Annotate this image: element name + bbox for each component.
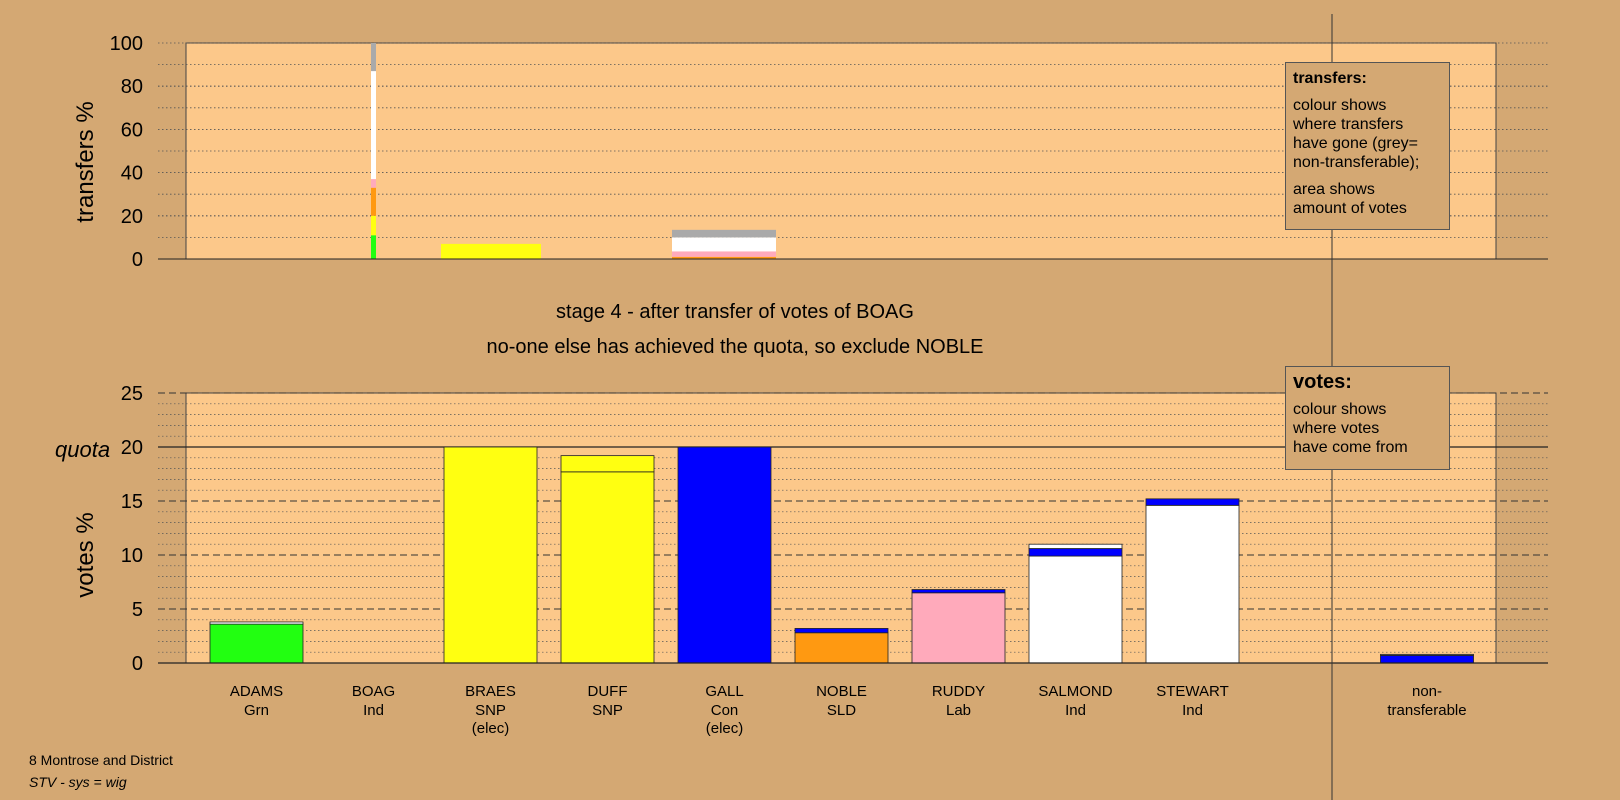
transfers-legend-line: colour shows (1293, 97, 1387, 114)
votes-y-tick-label: 0 (132, 653, 143, 675)
candidate-name-label: STEWART (1156, 683, 1229, 700)
vote-bar-segment (209, 623, 304, 664)
votes-y-tick-label: 15 (121, 491, 143, 513)
candidate-name-label: NOBLE (816, 683, 867, 700)
transfers-plot-area (185, 42, 1497, 260)
transfers-y-axis-label: transfers % (72, 101, 99, 222)
candidate-party-label: SLD (827, 702, 856, 719)
candidate-elected-label: (elec) (706, 720, 744, 737)
transfer-recipient-segment (672, 251, 776, 257)
vote-bar-segment (209, 621, 304, 625)
transfers-y-tick-label: 60 (121, 119, 143, 141)
candidate-name-label: GALL (705, 683, 743, 700)
votes-legend-line: colour shows (1293, 401, 1387, 418)
transfer-column-segment (371, 187, 376, 216)
transfers-y-tick-label: 0 (132, 249, 143, 271)
votes-legend-line: where votes (1293, 420, 1380, 437)
votes-legend-line: have come from (1293, 439, 1408, 456)
transfers-y-tick-label: 40 (121, 163, 143, 185)
transfer-column-segment (371, 215, 376, 236)
candidate-name-label: SALMOND (1038, 683, 1112, 700)
stage-subtitle: no-one else has achieved the quota, so e… (487, 336, 984, 358)
transfers-legend-title: transfers: (1293, 70, 1367, 87)
footer-ward-name: 8 Montrose and District (29, 752, 173, 768)
transfers-plot: 0 20 40 60 80 100 (110, 33, 1548, 271)
quota-label: quota (55, 437, 110, 462)
candidate-party-label: Con (711, 702, 739, 719)
vote-bar-segment (1145, 498, 1240, 506)
vote-bar-segment (443, 446, 538, 664)
votes-y-tick-label: 20 (121, 437, 143, 459)
transfers-y-tick-label: 20 (121, 206, 143, 228)
votes-legend: votes: colour shows where votes have com… (1285, 366, 1450, 470)
vote-bar-segment (794, 632, 889, 664)
vote-bar-segment (1028, 555, 1123, 664)
candidate-party-label: SNP (592, 702, 623, 719)
transfer-column-segment (371, 43, 376, 72)
candidate-party-label: transferable (1387, 702, 1466, 719)
vote-bar-segment (1028, 548, 1123, 557)
vote-bar-segment (1380, 655, 1474, 664)
candidate-elected-label: (elec) (472, 720, 510, 737)
transfers-legend: transfers: colour shows where transfers … (1285, 62, 1450, 230)
vote-bar-segment (911, 592, 1006, 664)
transfers-y-tick-label: 80 (121, 76, 143, 98)
candidate-party-label: Ind (1182, 702, 1203, 719)
vote-bar-segment (1145, 504, 1240, 664)
votes-y-tick-label: 25 (121, 383, 143, 405)
candidate-name-label: BRAES (465, 683, 516, 700)
transfer-recipient-segment (672, 237, 776, 252)
transfer-recipient-segment (441, 243, 541, 259)
votes-y-tick-label: 10 (121, 545, 143, 567)
candidate-name-label: RUDDY (932, 683, 985, 700)
vote-bar-segment (1028, 543, 1123, 549)
candidate-name-label: BOAG (352, 683, 395, 700)
candidate-party-label: Ind (363, 702, 384, 719)
vote-bar-segment (794, 628, 889, 634)
votes-plot: 0510152025ADAMSGrnBOAGIndBRAESSNP(elec)D… (121, 383, 1548, 737)
candidate-party-label: Lab (946, 702, 971, 719)
transfers-legend-line: amount of votes (1293, 200, 1407, 217)
footer-system: STV - sys = wig (29, 774, 127, 790)
vote-bar-segment (560, 455, 655, 473)
candidate-party-label: Ind (1065, 702, 1086, 719)
transfers-legend-line: area shows (1293, 181, 1375, 198)
votes-y-tick-label: 5 (132, 599, 143, 621)
candidate-name-label: ADAMS (230, 683, 283, 700)
vote-bar-segment (1380, 653, 1474, 656)
candidate-party-label: Grn (244, 702, 269, 719)
transfer-column-segment (371, 235, 376, 259)
transfer-column-segment (371, 179, 376, 188)
candidate-name-label: DUFF (588, 683, 628, 700)
vote-bar-segment (911, 589, 1006, 594)
stage-title: stage 4 - after transfer of votes of BOA… (556, 301, 914, 323)
transfers-legend-line: non-transferable); (1293, 154, 1420, 171)
transfer-recipient-segment (672, 256, 776, 259)
vote-bar-segment (560, 471, 655, 664)
transfer-column-segment (371, 71, 376, 180)
votes-y-axis-label: votes % (72, 512, 99, 597)
candidate-name-label: non- (1412, 683, 1442, 700)
transfers-legend-line: have gone (grey= (1293, 135, 1418, 152)
transfers-legend-line: where transfers (1293, 116, 1404, 133)
votes-legend-title: votes: (1293, 371, 1352, 393)
candidate-party-label: SNP (475, 702, 506, 719)
transfers-y-tick-label: 100 (110, 33, 143, 55)
vote-bar-segment (677, 446, 772, 664)
transfer-recipient-segment (672, 229, 776, 238)
